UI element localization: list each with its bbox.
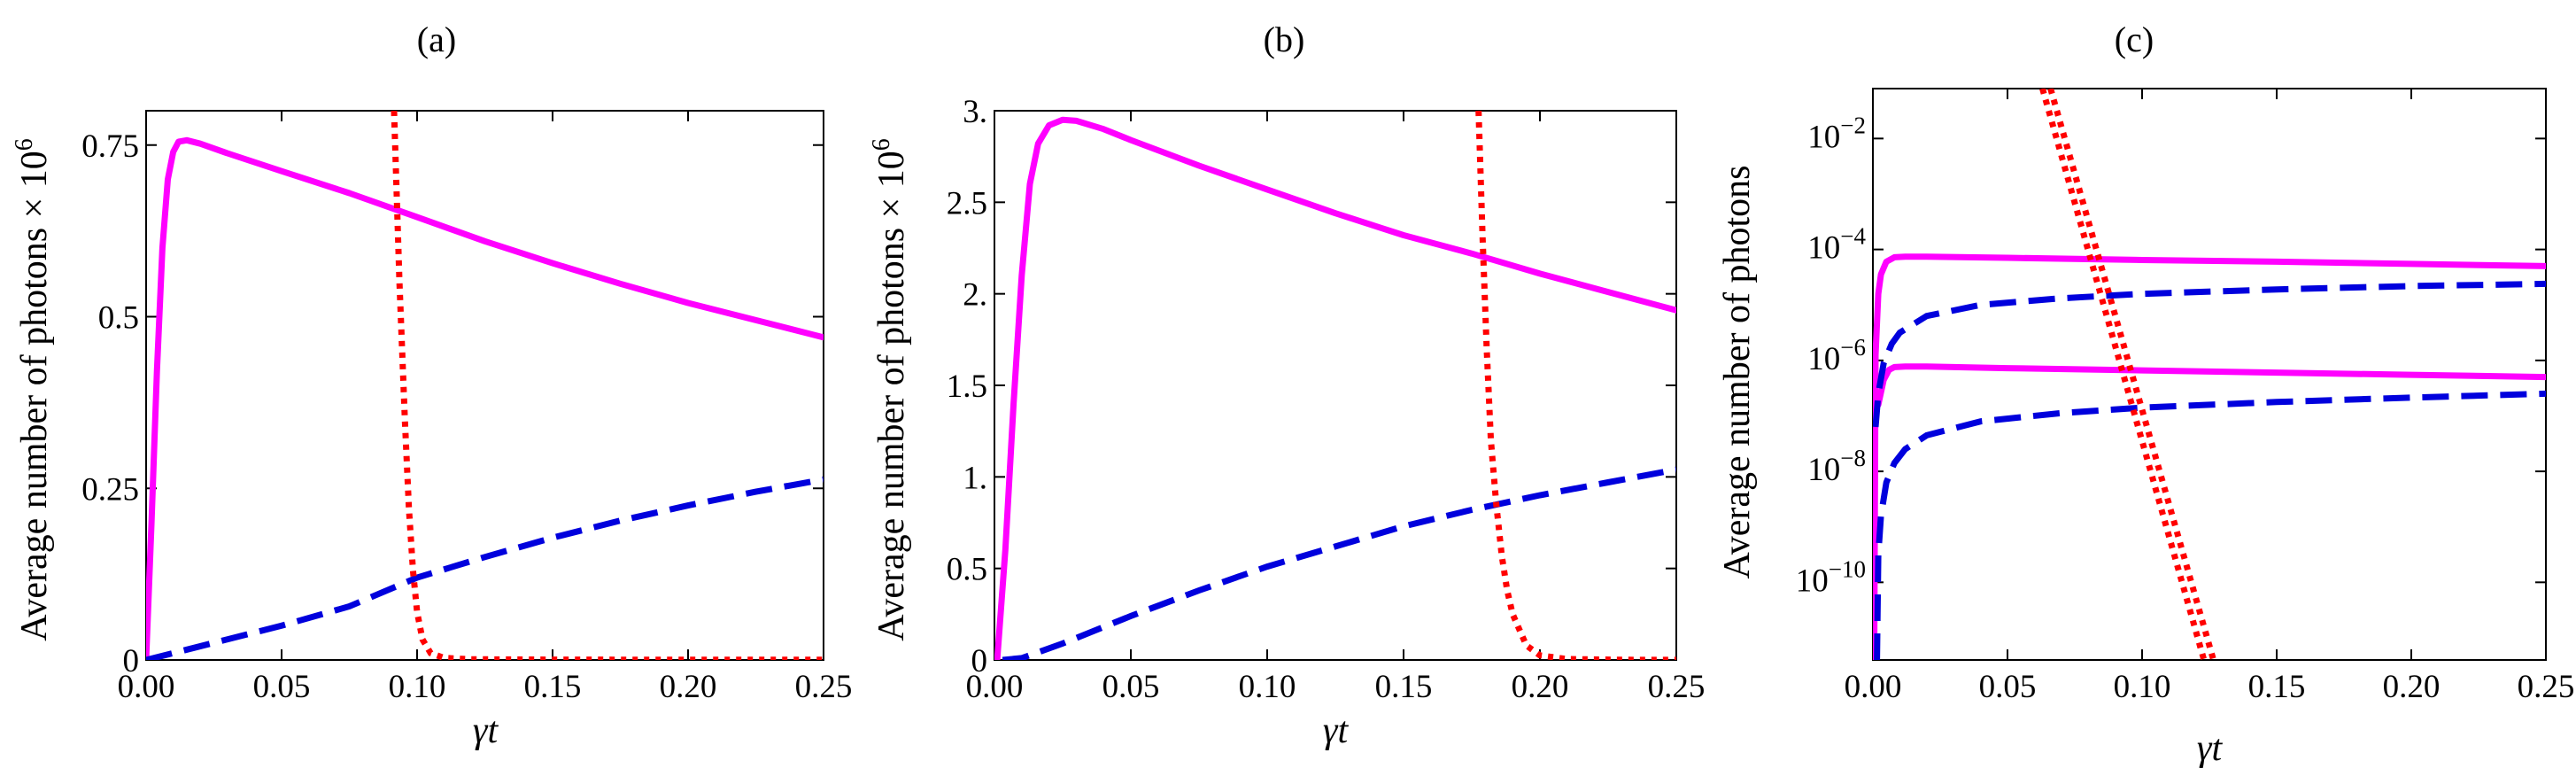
panel-a-y-tick-label: 0.25 xyxy=(81,471,139,508)
panel-a-plot-frame xyxy=(145,110,824,661)
panel-c-x-axis-label: γt xyxy=(2197,728,2224,769)
panel-b-y-axis-label: Average number of photons × 106 xyxy=(868,138,912,641)
panel-b-x-tick-label: 0.20 xyxy=(1512,669,1569,705)
panel-a-x-tick-label: 0.25 xyxy=(795,669,853,705)
panel-a-series xyxy=(146,111,824,660)
panel-c-y-tick-label: 10−10 xyxy=(1796,555,1866,599)
panel-b-y-tick-label: 3. xyxy=(963,94,987,130)
panel-c-x-tick-label: 0.25 xyxy=(2518,669,2575,705)
panel-a-label: (a) xyxy=(417,19,456,59)
panel-b-y-tick-label: 2.5 xyxy=(947,185,987,221)
panel-a-series-solid-line xyxy=(146,136,824,660)
panel-a-x-axis-label: γt xyxy=(473,710,499,751)
panel-a-series-dotted-line xyxy=(391,111,824,660)
panel-b-x-tick-label: 0.00 xyxy=(966,669,1024,705)
panel-b-series xyxy=(994,111,1676,660)
panel-c-series-solid-line xyxy=(1873,253,2546,660)
panel-c-x-tick-label: 0.05 xyxy=(1979,669,2037,705)
panel-c-series-dotted-line xyxy=(2039,89,2208,660)
panel-c-series-dashed-line xyxy=(1874,390,2546,660)
panel-b-x-tick-label: 0.15 xyxy=(1375,669,1433,705)
panel-c-axes: 0.00 0.05 0.10 0.15 0.20 0.25 10−10 10−8 10−6 10−… xyxy=(1796,89,2575,705)
panel-c-y-tick-label: 10−4 xyxy=(1807,223,1866,267)
panel-a-x-tick-label: 0.20 xyxy=(660,669,717,705)
panel-c-series xyxy=(1873,89,2546,660)
panel-b-y-axis-label-main: Average number of photons × 10 xyxy=(871,151,912,641)
panel-b-label: (b) xyxy=(1264,19,1305,59)
panel-c-series-dashed-line xyxy=(1873,280,2546,428)
panel-c-series-dotted-line xyxy=(2047,89,2216,660)
panel-c-x-tick-label: 0.10 xyxy=(2114,669,2171,705)
panel-b-x-tick-label: 0.05 xyxy=(1102,669,1160,705)
panel-c-y-tick-label: 10−8 xyxy=(1807,445,1866,488)
panel-c: (c) 0.00 0.05 0.10 0.15 0.20 0.25 10−10 10−8 10−… xyxy=(1717,19,2574,769)
panel-c-y-axis-label: Average number of photons xyxy=(1717,166,1758,579)
panel-a-x-tick-label: 0.10 xyxy=(389,669,446,705)
panel-a-series-dashed-line xyxy=(146,476,824,660)
panel-b-y-tick-label: 1.5 xyxy=(947,369,987,405)
panel-b-series-dotted-line xyxy=(1475,111,1676,660)
panel-a-y-axis-label-main: Average number of photons × 10 xyxy=(14,151,55,641)
panel-b-series-solid-line xyxy=(994,116,1676,660)
panel-b-y-tick-label: 1. xyxy=(963,460,987,496)
panel-b-y-tick-label: 0.5 xyxy=(947,552,987,588)
panel-a-axes: 0.00 0.05 0.10 0.15 0.20 0.25 0 0.25 0.5 0.75 xyxy=(81,111,852,705)
panel-c-x-tick-label: 0.15 xyxy=(2248,669,2306,705)
panel-a-y-tick-label: 0.5 xyxy=(98,300,139,337)
panel-b-y-tick-label: 0 xyxy=(971,643,988,679)
panel-c-x-tick-label: 0.00 xyxy=(1845,669,1902,705)
panel-b-axes: 0.00 0.05 0.10 0.15 0.20 0.25 0 0.5 1. 1.5 2. 2.5 3. xyxy=(947,94,1706,705)
panel-b-plot-frame xyxy=(994,110,1677,661)
panel-a-y-tick-label: 0 xyxy=(123,643,140,679)
panel-a-y-axis-label-exponent: 6 xyxy=(11,138,38,151)
panel-b-y-axis-label-exponent: 6 xyxy=(868,138,895,151)
panel-a-y-tick-label: 0.75 xyxy=(81,128,139,165)
panel-b: (b) 0.00 0.05 0.10 0.15 0.20 0.25 0 0.5 1. 1.5 2. 2… xyxy=(868,19,1705,751)
panel-a: (a) 0.00 0.05 0.10 0.15 0.20 0.25 0 0.25 0.5 0.75… xyxy=(11,19,852,751)
panel-c-label: (c) xyxy=(2115,19,2154,59)
panel-a-x-tick-label: 0.05 xyxy=(253,669,311,705)
panel-b-y-tick-label: 2. xyxy=(963,277,987,314)
panel-a-y-axis-label: Average number of photons × 106 xyxy=(11,138,55,641)
panel-b-x-tick-label: 0.25 xyxy=(1648,669,1706,705)
panel-b-series-dashed-line xyxy=(1002,466,1676,660)
panel-c-y-tick-label: 10−2 xyxy=(1807,112,1866,155)
panel-a-x-tick-label: 0.15 xyxy=(524,669,582,705)
panel-b-x-tick-label: 0.10 xyxy=(1239,669,1296,705)
panel-c-x-tick-label: 0.20 xyxy=(2383,669,2441,705)
panel-b-x-axis-label: γt xyxy=(1323,710,1350,751)
panel-c-y-tick-label: 10−6 xyxy=(1807,334,1866,377)
panel-a-x-tick-label: 0.00 xyxy=(118,669,175,705)
panel-c-series-solid-line xyxy=(1875,363,2546,408)
